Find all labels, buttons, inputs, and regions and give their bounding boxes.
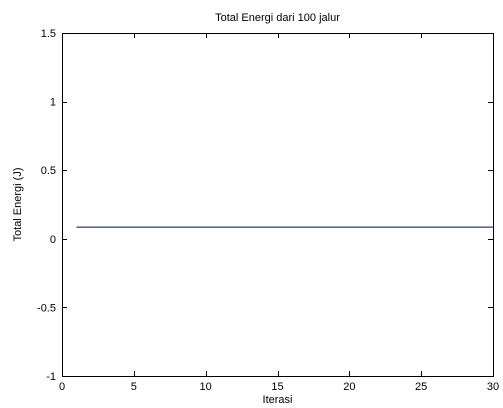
y-tick-label: 0.5 bbox=[41, 165, 56, 177]
y-axis-label: Total Energi (J) bbox=[12, 168, 24, 242]
y-tick-label: 1 bbox=[50, 97, 56, 109]
y-tick-label: 1.5 bbox=[41, 28, 56, 40]
x-tick-label: 10 bbox=[200, 381, 212, 393]
y-tick-label: 0 bbox=[50, 234, 56, 246]
x-tick-label: 25 bbox=[415, 381, 427, 393]
plot-area bbox=[62, 33, 493, 376]
x-tick-label: 5 bbox=[131, 381, 137, 393]
plot-frame bbox=[62, 33, 494, 377]
chart-title: Total Energi dari 100 jalur bbox=[215, 12, 340, 24]
y-axis-ticks: -1 -0.5 0 0.5 1 1.5 bbox=[37, 28, 493, 383]
x-axis-label: Iterasi bbox=[263, 394, 293, 406]
x-tick-label: 30 bbox=[487, 381, 499, 393]
x-tick-label: 15 bbox=[271, 381, 283, 393]
y-tick-label: -1 bbox=[46, 371, 56, 383]
x-tick-label: 0 bbox=[59, 381, 65, 393]
y-tick-label: -0.5 bbox=[37, 302, 56, 314]
x-tick-label: 20 bbox=[343, 381, 355, 393]
